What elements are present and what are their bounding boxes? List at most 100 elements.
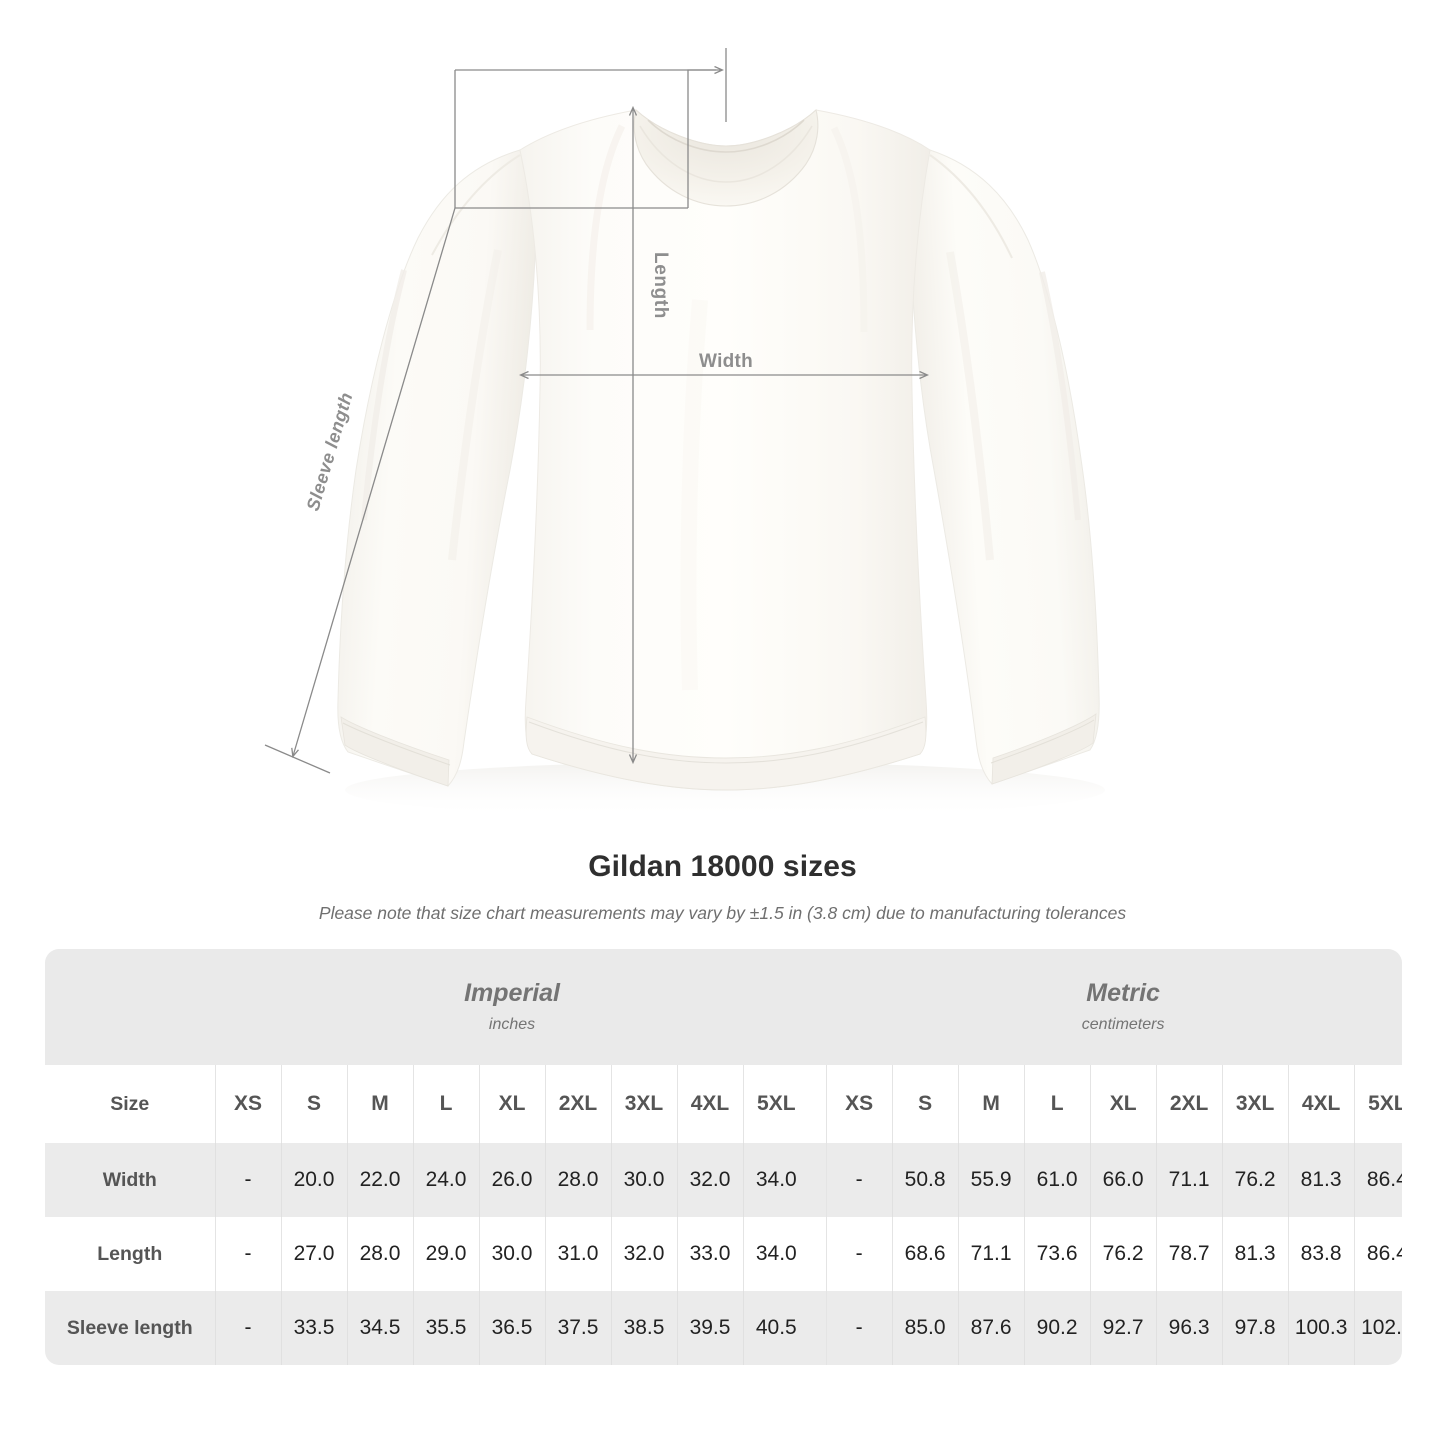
cell-width-metric-xs: - <box>825 1143 893 1217</box>
col-header-imperial-l: L <box>412 1065 479 1143</box>
unit-banner-spacer <box>45 949 215 1065</box>
cell-length-metric-4xl: 83.8 <box>1287 1217 1355 1291</box>
cell-sleeve-imperial-4xl: 39.5 <box>676 1291 743 1365</box>
col-header-metric-l: L <box>1023 1065 1091 1143</box>
col-header-imperial-s: S <box>280 1065 347 1143</box>
cell-sleeve-imperial-5xl: 40.5 <box>742 1291 810 1365</box>
col-header-metric-m: M <box>957 1065 1025 1143</box>
col-header-metric-s: S <box>891 1065 959 1143</box>
title-block: Gildan 18000 sizes Please note that size… <box>0 845 1445 931</box>
cell-sleeve-metric-s: 85.0 <box>891 1291 959 1365</box>
cell-length-metric-2xl: 78.7 <box>1155 1217 1223 1291</box>
tolerance-note: Please note that size chart measurements… <box>318 903 1127 923</box>
cell-length-imperial-xl: 30.0 <box>478 1217 545 1291</box>
cell-width-metric-4xl: 81.3 <box>1287 1143 1355 1217</box>
row-label-sleeve-length: Sleeve length <box>45 1291 215 1365</box>
col-header-imperial-2xl: 2XL <box>544 1065 611 1143</box>
cell-width-metric-m: 55.9 <box>957 1143 1025 1217</box>
cell-length-metric-5xl: 86.4 <box>1353 1217 1402 1291</box>
imperial-unit-cell: Imperial inches <box>215 949 810 1065</box>
size-header-label: Size <box>45 1065 215 1143</box>
col-header-metric-3xl: 3XL <box>1221 1065 1289 1143</box>
size-chart-table: Imperial inches Metric centimeters Size … <box>45 949 1402 1365</box>
cell-sleeve-metric-4xl: 100.3 <box>1287 1291 1355 1365</box>
table-row: Sleeve length - 33.5 34.5 35.5 36.5 37.5… <box>45 1291 1402 1365</box>
cell-length-metric-xl: 76.2 <box>1089 1217 1157 1291</box>
cell-sleeve-metric-l: 90.2 <box>1023 1291 1091 1365</box>
cell-width-imperial-2xl: 28.0 <box>544 1143 611 1217</box>
cell-length-imperial-m: 28.0 <box>346 1217 413 1291</box>
cell-width-imperial-4xl: 32.0 <box>676 1143 743 1217</box>
header-gap-cell <box>809 1065 827 1143</box>
cell-width-imperial-m: 22.0 <box>346 1143 413 1217</box>
col-header-metric-5xl: 5XL <box>1353 1065 1402 1143</box>
row-label-width: Width <box>45 1143 215 1217</box>
cell-length-metric-l: 73.6 <box>1023 1217 1091 1291</box>
cell-length-imperial-4xl: 33.0 <box>676 1217 743 1291</box>
cell-width-imperial-xl: 26.0 <box>478 1143 545 1217</box>
cell-length-imperial-5xl: 34.0 <box>742 1217 810 1291</box>
unit-banner-row: Imperial inches Metric centimeters <box>45 949 1402 1065</box>
cell-sleeve-imperial-xl: 36.5 <box>478 1291 545 1365</box>
right-sleeve <box>909 149 1100 785</box>
measurements-table: Imperial inches Metric centimeters Size … <box>45 949 1402 1365</box>
cell-width-metric-s: 50.8 <box>891 1143 959 1217</box>
length-label: Length <box>650 252 671 319</box>
cell-length-imperial-xs: - <box>214 1217 281 1291</box>
cell-length-metric-xs: - <box>825 1217 893 1291</box>
col-header-imperial-m: M <box>346 1065 413 1143</box>
garment-body <box>519 108 931 791</box>
metric-unit-sub: centimeters <box>1081 1016 1165 1033</box>
cell-width-imperial-l: 24.0 <box>412 1143 479 1217</box>
cell-sleeve-metric-m: 87.6 <box>957 1291 1025 1365</box>
row-gap-cell <box>809 1143 827 1217</box>
cell-sleeve-metric-3xl: 97.8 <box>1221 1291 1289 1365</box>
cell-sleeve-metric-5xl: 102.9 <box>1353 1291 1402 1365</box>
cell-sleeve-metric-xl: 92.7 <box>1089 1291 1157 1365</box>
cell-width-metric-3xl: 76.2 <box>1221 1143 1289 1217</box>
col-header-metric-2xl: 2XL <box>1155 1065 1223 1143</box>
table-row: Width - 20.0 22.0 24.0 26.0 28.0 30.0 32… <box>45 1143 1402 1217</box>
col-header-imperial-4xl: 4XL <box>676 1065 743 1143</box>
unit-banner-gap <box>809 949 827 1065</box>
col-header-metric-4xl: 4XL <box>1287 1065 1355 1143</box>
col-header-imperial-3xl: 3XL <box>610 1065 677 1143</box>
cell-width-imperial-3xl: 30.0 <box>610 1143 677 1217</box>
cell-width-metric-l: 61.0 <box>1023 1143 1091 1217</box>
size-header-row: Size XS S M L XL 2XL 3XL 4XL 5XL XS S M … <box>45 1065 1402 1143</box>
metric-unit-cell: Metric centimeters <box>826 949 1402 1065</box>
col-header-metric-xl: XL <box>1089 1065 1157 1143</box>
cell-length-metric-m: 71.1 <box>957 1217 1025 1291</box>
cell-sleeve-imperial-l: 35.5 <box>412 1291 479 1365</box>
page-title: Gildan 18000 sizes <box>588 850 857 883</box>
cell-sleeve-imperial-s: 33.5 <box>280 1291 347 1365</box>
cell-length-metric-s: 68.6 <box>891 1217 959 1291</box>
garment-diagram: Length Width Sleeve length <box>264 48 1105 818</box>
cell-length-imperial-s: 27.0 <box>280 1217 347 1291</box>
imperial-unit-name: Imperial <box>464 979 560 1007</box>
cell-width-imperial-5xl: 34.0 <box>742 1143 810 1217</box>
cell-width-imperial-xs: - <box>214 1143 281 1217</box>
cell-width-metric-xl: 66.0 <box>1089 1143 1157 1217</box>
cell-sleeve-imperial-3xl: 38.5 <box>610 1291 677 1365</box>
row-label-length: Length <box>45 1217 215 1291</box>
col-header-imperial-5xl: 5XL <box>742 1065 810 1143</box>
table-row: Length - 27.0 28.0 29.0 30.0 31.0 32.0 3… <box>45 1217 1402 1291</box>
cell-sleeve-imperial-m: 34.5 <box>346 1291 413 1365</box>
cell-sleeve-metric-xs: - <box>825 1291 893 1365</box>
cell-sleeve-metric-2xl: 96.3 <box>1155 1291 1223 1365</box>
cell-width-metric-2xl: 71.1 <box>1155 1143 1223 1217</box>
cell-length-metric-3xl: 81.3 <box>1221 1217 1289 1291</box>
imperial-unit-sub: inches <box>488 1016 536 1033</box>
row-gap-cell <box>809 1291 827 1365</box>
col-header-imperial-xs: XS <box>214 1065 281 1143</box>
row-gap-cell <box>809 1217 827 1291</box>
cell-width-imperial-s: 20.0 <box>280 1143 347 1217</box>
cell-length-imperial-2xl: 31.0 <box>544 1217 611 1291</box>
sleeve-length-label: Sleeve length <box>303 390 357 513</box>
measurement-annotations <box>264 48 927 774</box>
width-label: Width <box>699 351 753 372</box>
left-sleeve <box>337 149 537 787</box>
sleeve-length-annotation <box>264 48 727 774</box>
